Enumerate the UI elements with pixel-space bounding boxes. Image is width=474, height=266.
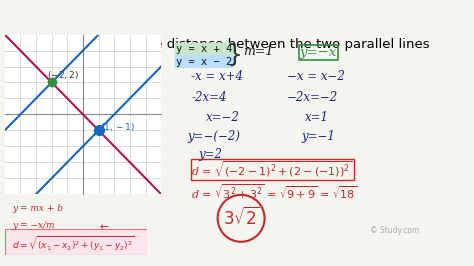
Text: x=−2: x=−2 <box>206 111 240 124</box>
Text: y=−(−2): y=−(−2) <box>188 130 241 143</box>
Text: −2x=−2: −2x=−2 <box>287 91 338 104</box>
Text: y=−x: y=−x <box>300 46 337 59</box>
Text: y = x + 4: y = x + 4 <box>176 44 232 54</box>
Text: y=2: y=2 <box>199 148 223 161</box>
Bar <box>5 229 147 255</box>
Text: y=−1: y=−1 <box>301 130 336 143</box>
Text: © Study.com: © Study.com <box>370 226 419 235</box>
Text: −x = x−2: −x = x−2 <box>287 70 345 84</box>
Text: $(1,-1)$: $(1,-1)$ <box>100 121 136 133</box>
Text: $(-2,2)$: $(-2,2)$ <box>47 69 79 81</box>
Text: d = $\sqrt{3^2+3^2}$ = $\sqrt{9+9}$ = $\sqrt{18}$: d = $\sqrt{3^2+3^2}$ = $\sqrt{9+9}$ = $\… <box>191 182 358 201</box>
Text: y = mx + b: y = mx + b <box>12 204 63 213</box>
Text: d = $\sqrt{(-2-1)^2+(2-(-1))^2}$: d = $\sqrt{(-2-1)^2+(2-(-1))^2}$ <box>191 159 353 179</box>
Text: -2x=4: -2x=4 <box>191 91 227 104</box>
Text: $d = \sqrt{(x_1-x_2)^2+(y_1-y_2)^2}$: $d = \sqrt{(x_1-x_2)^2+(y_1-y_2)^2}$ <box>12 235 135 254</box>
Text: $3\sqrt{2}$: $3\sqrt{2}$ <box>223 207 260 229</box>
Text: m=1: m=1 <box>243 45 273 58</box>
Text: y = x − 2: y = x − 2 <box>176 57 232 66</box>
Text: $\leftarrow$: $\leftarrow$ <box>97 221 110 231</box>
Text: Find the distance between the two parallel lines: Find the distance between the two parall… <box>109 38 429 51</box>
Text: x=1: x=1 <box>305 111 329 124</box>
Text: Ex. 1:: Ex. 1: <box>63 38 115 55</box>
Text: y = −x/m: y = −x/m <box>12 221 55 230</box>
Text: }: } <box>227 43 242 68</box>
Text: -x = x+4: -x = x+4 <box>191 70 244 84</box>
